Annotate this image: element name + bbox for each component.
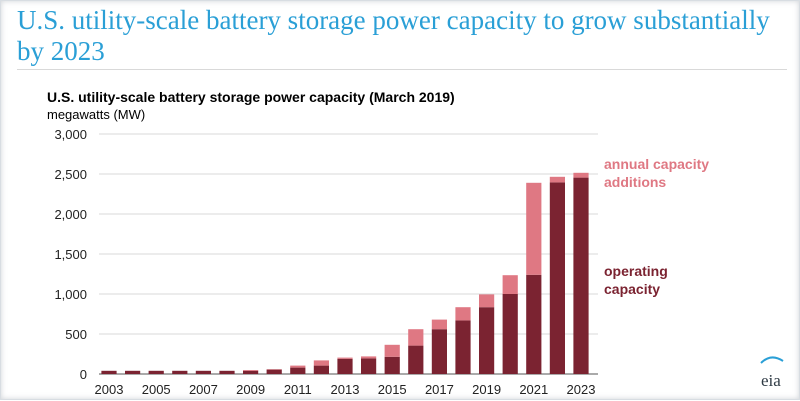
bar-operating-2013 [337, 359, 352, 374]
y-tick-label: 2,500 [54, 167, 87, 182]
bar-operating-2005 [149, 371, 164, 374]
x-tick-label: 2009 [236, 382, 265, 397]
bar-additions-2014 [361, 356, 376, 358]
bar-additions-2019 [479, 294, 494, 307]
bar-operating-2004 [125, 371, 140, 374]
bar-operating-2003 [101, 371, 116, 374]
bar-additions-2016 [408, 329, 423, 345]
bar-operating-2007 [196, 371, 211, 374]
bar-additions-2012 [314, 360, 329, 365]
x-tick-label: 2003 [95, 382, 124, 397]
chart-subtitle: megawatts (MW) [47, 107, 145, 122]
bar-operating-2010 [267, 370, 282, 374]
x-tick-label: 2007 [189, 382, 218, 397]
bar-operating-2018 [455, 320, 470, 374]
bar-operating-2006 [172, 371, 187, 374]
bar-operating-2022 [550, 182, 565, 374]
x-tick-label: 2013 [331, 382, 360, 397]
bar-operating-2016 [408, 346, 423, 374]
eia-logo-text: eia [761, 371, 781, 390]
x-tick-label: 2005 [142, 382, 171, 397]
x-tick-label: 2015 [378, 382, 407, 397]
bar-operating-2011 [290, 368, 305, 374]
bar-additions-2023 [573, 173, 588, 178]
bar-operating-2020 [503, 294, 518, 374]
x-tick-label: 2017 [425, 382, 454, 397]
bar-additions-2018 [455, 307, 470, 320]
bar-operating-2023 [573, 178, 588, 374]
bar-operating-2008 [219, 371, 234, 374]
bar-additions-2022 [550, 177, 565, 183]
bar-operating-2014 [361, 358, 376, 374]
bar-additions-2020 [503, 275, 518, 294]
bar-additions-2013 [337, 358, 352, 359]
bar-additions-2009 [243, 370, 258, 371]
bar-operating-2017 [432, 329, 447, 374]
bar-operating-2019 [479, 307, 494, 374]
y-tick-label: 2,000 [54, 207, 87, 222]
bar-additions-2015 [385, 345, 400, 357]
bars [101, 173, 588, 374]
bar-operating-2021 [526, 275, 541, 374]
eia-logo-arc [761, 357, 783, 363]
y-tick-label: 1,500 [54, 247, 87, 262]
y-tick-label: 500 [65, 327, 87, 342]
y-tick-label: 0 [80, 367, 87, 382]
bar-operating-2012 [314, 366, 329, 374]
gridlines [99, 134, 598, 374]
bar-operating-2009 [243, 371, 258, 374]
x-axis-ticks: 2003 2005 2007 2009 2011 2013 2015 2017 2019 2021… [95, 382, 596, 397]
bar-additions-2011 [290, 366, 305, 368]
y-axis-ticks: 0 500 1,000 1,500 2,000 2,500 3,000 [54, 127, 87, 382]
x-tick-label: 2023 [567, 382, 596, 397]
x-tick-label: 2011 [284, 382, 312, 397]
y-tick-label: 3,000 [54, 127, 87, 142]
y-tick-label: 1,000 [54, 287, 87, 302]
bar-operating-2015 [385, 357, 400, 374]
eia-logo: eia [761, 357, 783, 390]
bar-additions-2021 [526, 183, 541, 275]
x-tick-label: 2019 [472, 382, 501, 397]
bar-additions-2017 [432, 320, 447, 330]
chart-title: U.S. utility-scale battery storage power… [47, 89, 455, 105]
x-tick-label: 2021 [519, 382, 548, 397]
